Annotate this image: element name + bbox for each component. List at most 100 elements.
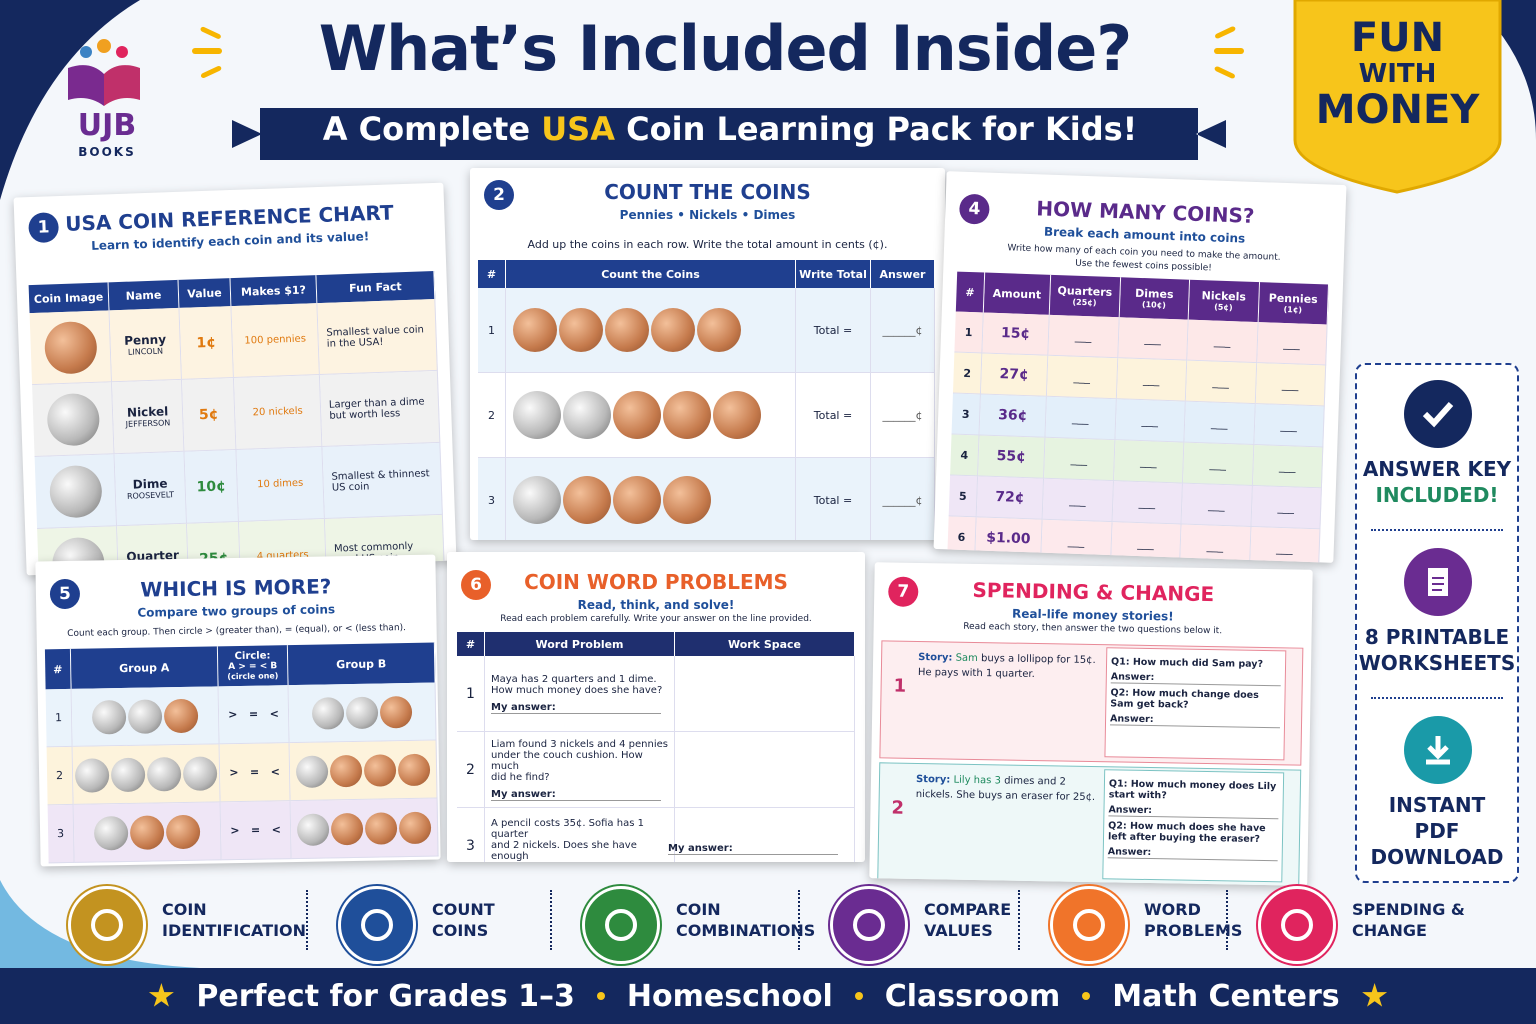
coin: [363, 753, 397, 787]
coin: [397, 753, 431, 786]
feature-label: COMBINATIONS: [676, 921, 816, 940]
blank: ___: [1249, 526, 1321, 563]
feature-icon-inner: [1281, 909, 1313, 941]
my-answer: My answer:: [491, 789, 661, 801]
dot: [596, 992, 605, 1000]
feature-divider: [550, 890, 552, 950]
star: [1362, 983, 1388, 1007]
work-space: [675, 808, 855, 862]
total-label: Total =: [796, 288, 871, 373]
column-header: #: [478, 260, 506, 288]
blank: ___: [1184, 401, 1256, 446]
coin-cell: [29, 310, 113, 386]
problem-line: under the couch cushion. How much: [491, 749, 643, 772]
group-a: [72, 744, 221, 805]
makes-dollar: 10 dimes: [236, 446, 325, 522]
answer-blank: ______¢: [871, 288, 935, 373]
name-cell: Dime ROOSEVELT: [114, 451, 188, 527]
footer-item: Math Centers: [1112, 978, 1340, 1014]
answer-line: Answer:: [1110, 671, 1281, 687]
problem-line: Maya has 2 quarters and 1 dime.: [491, 673, 657, 685]
blank: ___: [1180, 524, 1251, 563]
coin-name: Dime: [132, 476, 168, 492]
side-label: INCLUDED!: [1375, 483, 1499, 507]
side-icon: [1404, 548, 1472, 616]
answer-blank: ______¢: [871, 458, 935, 540]
coin-row: [506, 373, 796, 458]
worksheet-title: SPENDING & CHANGE: [972, 577, 1215, 607]
divider: [1371, 529, 1503, 531]
choices: > = <: [218, 685, 290, 745]
side-label: PDF: [1414, 819, 1460, 843]
feature-icon: [1258, 886, 1336, 964]
answer-line: Answer:: [1107, 846, 1278, 862]
feature-label: VALUES: [924, 921, 993, 940]
row-number: 3: [478, 458, 506, 540]
amount: 36¢: [979, 394, 1047, 438]
star: [148, 983, 174, 1007]
side-icon: [1404, 380, 1472, 448]
badge: FUN WITH MONEY: [1300, 16, 1495, 132]
coin: [91, 699, 127, 735]
feature-label: CHANGE: [1352, 921, 1427, 940]
brand: UJB: [77, 108, 137, 143]
question: Q1: How much did Sam pay?: [1110, 656, 1264, 670]
footer-item: Homeschool: [626, 978, 833, 1014]
worksheet-card: 2 COUNT THE COINS Pennies • Nickels • Dime…: [470, 168, 945, 540]
my-answer: My answer:: [491, 702, 661, 714]
coin: [296, 812, 330, 846]
blank: ___: [1250, 485, 1322, 530]
story-number: 2: [891, 797, 905, 819]
column-header: Quarters (25¢): [1049, 274, 1121, 318]
worksheet-card: 1 USA COIN REFERENCE CHART Learn to identi…: [13, 182, 457, 576]
answer-blank: ______¢: [871, 373, 935, 458]
coin: [146, 756, 182, 792]
feature-divider: [1018, 890, 1020, 950]
side-label: INSTANT: [1388, 793, 1486, 817]
blank: ___: [1182, 442, 1254, 486]
coin-cell: [34, 454, 118, 529]
subtitle-part: Coin Learning Pack for Kids!: [614, 110, 1138, 148]
coin: [93, 815, 129, 851]
question: Q1: How much money does Lily start with?: [1108, 778, 1277, 802]
coin: [663, 476, 711, 524]
footer-item: Classroom: [884, 978, 1061, 1014]
column-header: #: [457, 632, 485, 656]
total-label: Total =: [796, 373, 871, 458]
feature-divider: [1226, 890, 1228, 950]
table: Coin Image Name Value Makes $1? Fun Fact Penn…: [28, 270, 446, 576]
feature-divider: [798, 890, 800, 950]
coin: [45, 392, 100, 447]
row-number: 1: [45, 688, 73, 748]
coin: [513, 391, 561, 439]
worksheet-subtitle: Compare two groups of coins: [137, 602, 336, 620]
column-header: Pennies (1¢): [1258, 282, 1329, 325]
column-header: #: [955, 271, 986, 313]
worksheet-card: 6 COIN WORD PROBLEMS Read, think, and solv…: [447, 552, 865, 862]
blank: ___: [1046, 355, 1118, 400]
header-note: (circle one): [227, 671, 279, 682]
header-label: Amount: [992, 286, 1042, 302]
story-box: 2 Story: Lily has 3 dimes and 2 nickels. …: [877, 762, 1302, 886]
coin: [330, 812, 364, 845]
brand-sub: BOOKS: [78, 145, 136, 159]
group-b: [289, 740, 438, 802]
feature-label: WORD: [1144, 900, 1201, 919]
badge-line: WITH: [1358, 59, 1437, 89]
blank: ___: [1042, 478, 1114, 523]
group-b: [290, 798, 439, 860]
name-cell: Penny LINCOLN: [109, 307, 182, 383]
table: # Count the Coins Write Total Answer 1 Total …: [478, 260, 935, 540]
amount: 27¢: [980, 353, 1049, 397]
feature-label: IDENTIFICATION: [162, 921, 307, 940]
column-header: Name: [108, 279, 180, 311]
column-header: Value: [178, 278, 232, 308]
header-sub: (10¢): [1141, 300, 1167, 310]
my-answer: My answer:: [668, 843, 838, 855]
coin: [345, 696, 379, 729]
worksheet-number: 6: [461, 570, 491, 600]
worksheet-card: 7 SPENDING & CHANGE Real-life money storie…: [869, 562, 1313, 886]
coin: [559, 308, 603, 352]
problem-line: did he find?: [491, 771, 550, 783]
